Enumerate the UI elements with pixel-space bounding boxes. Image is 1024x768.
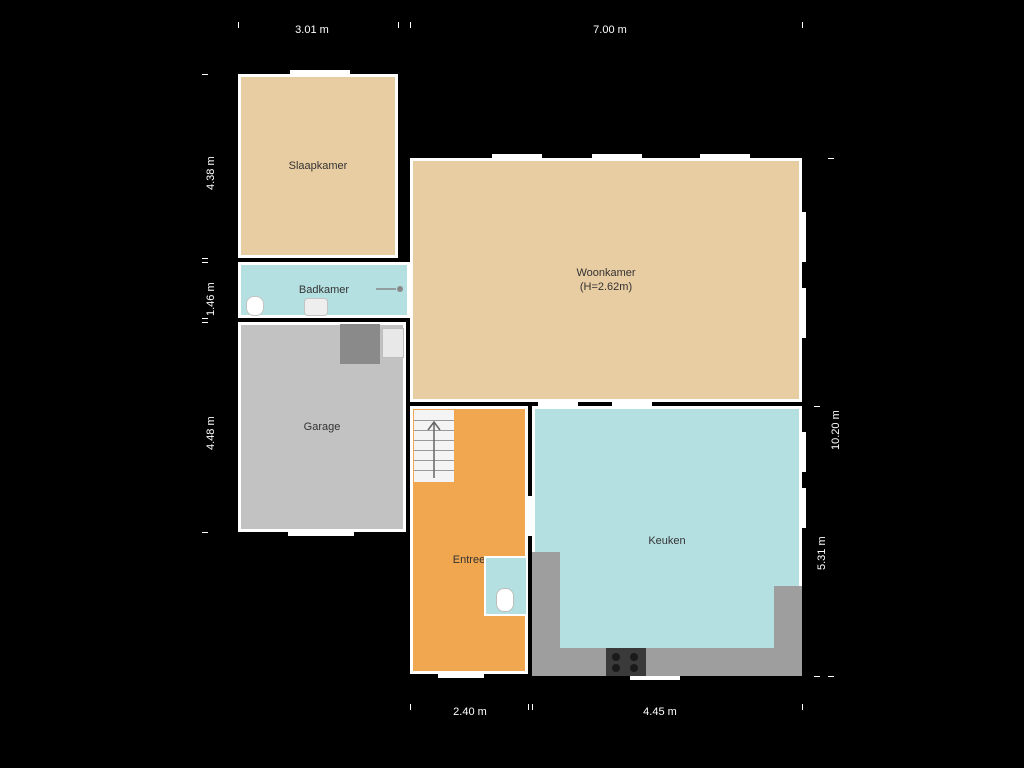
window: [492, 154, 542, 158]
window: [630, 676, 680, 680]
window: [802, 212, 806, 262]
room-label: Garage: [304, 420, 341, 434]
bad-basin: [304, 298, 328, 316]
dim-top-left: 3.01 m: [282, 24, 342, 36]
room-garage: Garage: [238, 322, 406, 532]
dim-bot-left: 2.40 m: [440, 706, 500, 718]
keuken-counter-right: [774, 586, 802, 658]
floorplan-canvas: Slaapkamer Badkamer Garage Woonkamer (H=…: [0, 0, 1024, 768]
bad-wc: [246, 296, 264, 316]
stairs: [414, 410, 454, 482]
window: [802, 432, 806, 472]
window: [802, 488, 806, 528]
garage-cabinet: [340, 324, 380, 364]
dim-right-2: 5.31 m: [816, 510, 828, 570]
door-swing-icon: [376, 282, 404, 296]
window: [700, 154, 750, 158]
dim-top-right: 7.00 m: [580, 24, 640, 36]
window: [612, 402, 652, 406]
window: [290, 70, 350, 74]
room-label: Entree: [453, 553, 485, 567]
keuken-counter-bottom: [532, 648, 802, 676]
dim-right-1: 10.20 m: [830, 380, 842, 450]
window: [288, 532, 354, 536]
window: [802, 288, 806, 338]
dim-bot-right: 4.45 m: [630, 706, 690, 718]
room-keuken: Keuken: [532, 406, 802, 676]
dim-left-2: 1.46 m: [205, 266, 217, 316]
room-label-group: Woonkamer (H=2.62m): [576, 266, 635, 295]
room-slaapkamer: Slaapkamer: [238, 74, 398, 258]
window: [438, 674, 484, 678]
window: [528, 496, 532, 536]
room-label: Slaapkamer: [289, 159, 348, 173]
window: [592, 154, 642, 158]
room-label: Badkamer: [299, 283, 349, 297]
garage-sink: [382, 328, 404, 358]
room-sublabel: (H=2.62m): [576, 280, 635, 294]
wc-toilet: [496, 588, 514, 612]
window: [538, 402, 578, 406]
dim-left-1: 4.38 m: [205, 130, 217, 190]
keuken-hob: [606, 648, 646, 676]
room-woonkamer: Woonkamer (H=2.62m): [410, 158, 802, 402]
room-label: Keuken: [648, 534, 685, 548]
dim-left-3: 4.48 m: [205, 390, 217, 450]
room-label: Woonkamer: [576, 266, 635, 280]
